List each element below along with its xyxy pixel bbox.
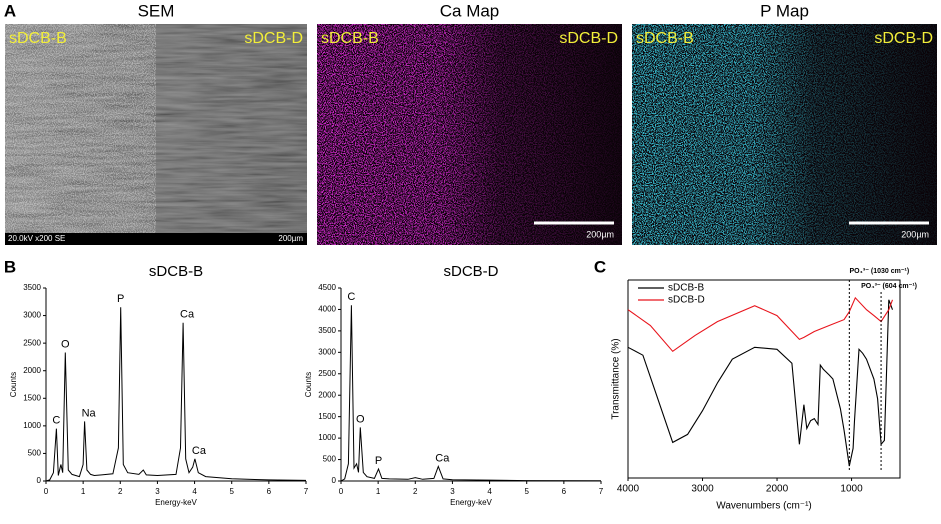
- x-tick-label: 0: [44, 487, 49, 496]
- x-tick-label: 4: [192, 487, 197, 496]
- x-tick-label: 7: [599, 487, 604, 496]
- image-info: 20.0kV x200 SE: [8, 234, 65, 243]
- map-signal: [632, 24, 937, 245]
- x-tick-label: 4000: [617, 484, 640, 495]
- y-tick-label: 4000: [318, 305, 336, 314]
- image-title: Ca Map: [440, 1, 500, 20]
- spectrum: [340, 305, 602, 482]
- peak-label: Na: [82, 407, 97, 419]
- y-tick-label: 0: [332, 476, 337, 485]
- y-tick-label: 3500: [318, 326, 336, 335]
- legend-label: sDCB-B: [668, 283, 704, 294]
- y-axis-label: Counts: [9, 372, 18, 397]
- x-tick-label: 2000: [766, 484, 789, 495]
- x-tick-label: 3000: [691, 484, 714, 495]
- y-tick-label: 2000: [318, 390, 336, 399]
- y-tick-label: 500: [28, 449, 42, 458]
- peak-label: Ca: [192, 445, 207, 457]
- y-tick-label: 3000: [23, 311, 41, 320]
- peak-label: C: [52, 415, 60, 427]
- x-tick-label: 2: [118, 487, 123, 496]
- x-tick-label: 4: [487, 487, 492, 496]
- y-tick-label: 1000: [318, 433, 336, 442]
- y-tick-label: 500: [323, 455, 337, 464]
- map-signal: [317, 24, 622, 245]
- y-tick-label: 1000: [23, 421, 41, 430]
- sample-label: sDCB-D: [874, 30, 933, 47]
- y-tick-label: 2500: [23, 338, 41, 347]
- charts: sDCB-B0 1 2 3 4 5 6 705001000150020002500300035…: [9, 263, 917, 512]
- panel-label: B: [4, 257, 16, 276]
- sample-label: sDCB-B: [321, 30, 379, 47]
- axes: [627, 279, 901, 479]
- y-axis-label: Counts: [304, 372, 313, 397]
- legend-label: sDCB-D: [668, 295, 705, 306]
- y-tick-label: 4500: [318, 283, 336, 292]
- peak-label: O: [356, 413, 365, 425]
- axes: [340, 288, 601, 482]
- y-axis-label: Transmittance (%): [611, 338, 622, 419]
- peak-label: C: [347, 291, 355, 303]
- band-label: PO₄³⁻ (604 cm⁻¹): [861, 283, 917, 290]
- y-tick-label: 3000: [318, 347, 336, 356]
- sample-label: sDCB-D: [244, 30, 303, 47]
- band-label: PO₄³⁻ (1030 cm⁻¹): [849, 268, 909, 275]
- panel-label: C: [594, 257, 606, 276]
- scale-label: 200µm: [901, 229, 929, 239]
- image-title: P Map: [760, 1, 809, 20]
- x-tick-label: 1: [376, 487, 381, 496]
- spectrum: [627, 299, 894, 467]
- chart-title: sDCB-B: [149, 263, 203, 280]
- peak-label: O: [61, 338, 70, 350]
- scale-label: 200µm: [586, 229, 614, 239]
- y-tick-label: 1500: [23, 393, 41, 402]
- peak-label: Ca: [435, 452, 450, 464]
- x-tick-label: 1000: [840, 484, 863, 495]
- panel-label: A: [4, 1, 16, 20]
- x-tick-label: 6: [267, 487, 272, 496]
- spectrum: [627, 296, 894, 353]
- sample-label: sDCB-B: [9, 30, 67, 47]
- x-tick-label: 1: [81, 487, 86, 496]
- x-tick-label: 3: [155, 487, 160, 496]
- panel-a: SEM 20.0kV x200 SE 200µm sDCB-B sDCB-D Ca Map…: [5, 1, 937, 245]
- x-tick-label: 0: [339, 487, 344, 496]
- axes: [45, 288, 306, 482]
- spectrum: [45, 307, 307, 482]
- y-tick-label: 1500: [318, 412, 336, 421]
- x-tick-label: 5: [229, 487, 234, 496]
- x-axis-label: Energy-keV: [450, 498, 492, 507]
- x-tick-label: 2: [413, 487, 418, 496]
- x-tick-label: 7: [304, 487, 309, 496]
- x-axis-label: Wavenumbers (cm⁻¹): [716, 501, 811, 512]
- peak-label: Ca: [180, 309, 195, 321]
- chart-title: sDCB-D: [444, 263, 499, 280]
- sample-label: sDCB-B: [636, 30, 694, 47]
- sem-speckle: [5, 24, 156, 245]
- x-tick-label: 5: [524, 487, 529, 496]
- peak-label: P: [117, 293, 124, 305]
- peak-label: P: [375, 455, 382, 467]
- y-tick-label: 0: [37, 476, 42, 485]
- sample-label: sDCB-D: [559, 30, 618, 47]
- y-tick-label: 2500: [318, 369, 336, 378]
- scale-label: 200µm: [278, 234, 303, 243]
- x-axis-label: Energy-keV: [155, 498, 197, 507]
- x-tick-label: 3: [450, 487, 455, 496]
- y-tick-label: 3500: [23, 283, 41, 292]
- y-tick-label: 2000: [23, 366, 41, 375]
- x-tick-label: 6: [562, 487, 567, 496]
- info-bar: [5, 233, 307, 245]
- image-title: SEM: [138, 1, 175, 20]
